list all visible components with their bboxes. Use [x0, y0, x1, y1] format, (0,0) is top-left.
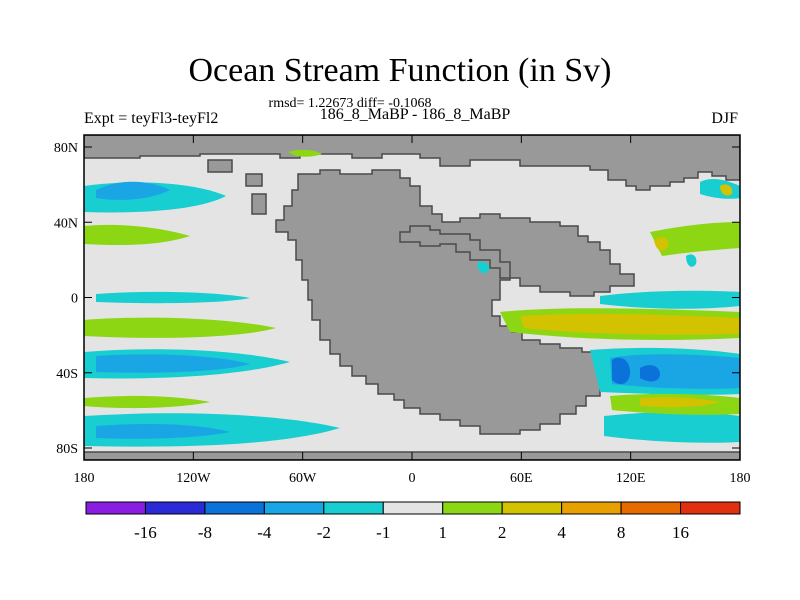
experiment-label: Expt = teyFl3-teyFl2 — [84, 110, 219, 127]
colorbar-swatch — [442, 501, 503, 515]
pangaea-land — [275, 169, 635, 435]
colorbar-swatch — [323, 501, 384, 515]
axis-labels: 180 120W 60W 0 60E 120E 180 80N 40N 0 40S 80S — [54, 141, 751, 486]
colorbar-swatch — [85, 501, 146, 515]
colorbar-label: -16 — [134, 523, 157, 542]
contour-negative — [96, 424, 230, 439]
island — [207, 159, 233, 173]
contour-negative — [612, 357, 630, 385]
x-tick-label: 120W — [176, 471, 211, 486]
island — [251, 193, 267, 215]
colorbar-swatch — [501, 501, 563, 515]
colorbar-label: 8 — [617, 523, 626, 542]
contour-positive — [720, 184, 733, 196]
contour-negative — [610, 354, 740, 389]
colorbar-swatch — [561, 501, 622, 515]
colorbar-swatch — [620, 501, 682, 515]
y-tick-label: 40S — [56, 367, 78, 382]
contour-negative — [604, 412, 740, 443]
stats-line: rmsd= 1.22673 diff= -0.1068 — [268, 96, 432, 111]
x-tick-label: 180 — [730, 471, 751, 486]
season-label: DJF — [711, 110, 738, 127]
colorbar-swatch — [263, 501, 325, 515]
contour-positive — [84, 395, 210, 409]
map-panel — [84, 135, 740, 460]
period-label: 186_8_MaBP - 186_8_MaBP — [319, 106, 511, 123]
contour-positive — [84, 224, 190, 246]
colorbar-label: -1 — [376, 523, 390, 542]
contour-positive — [84, 317, 276, 338]
colorbar-label: -4 — [257, 523, 272, 542]
island — [245, 173, 263, 187]
colorbar-label: 2 — [498, 523, 507, 542]
y-tick-label: 40N — [54, 216, 78, 231]
contour-positive — [650, 222, 740, 256]
contour-negative — [96, 354, 250, 373]
contour-positive — [288, 149, 322, 157]
contour-negative — [600, 290, 740, 309]
y-tick-label: 80N — [54, 141, 78, 156]
x-tick-label: 0 — [409, 471, 416, 486]
axis-ticks — [83, 135, 741, 460]
colorbar-label: 16 — [672, 523, 689, 542]
colorbar-label: 1 — [438, 523, 447, 542]
x-tick-label: 180 — [74, 471, 95, 486]
contour-negative — [686, 254, 697, 267]
arctic-land — [84, 135, 740, 191]
contour-positive — [520, 313, 740, 335]
colorbar-label: 4 — [557, 523, 566, 542]
x-tick-label: 60E — [510, 471, 533, 486]
colorbar-label: -8 — [198, 523, 212, 542]
contour-negative — [96, 291, 250, 304]
colorbar-swatch — [680, 501, 741, 515]
y-tick-label: 80S — [56, 442, 78, 457]
contour-negative — [477, 261, 490, 274]
contour-positive — [654, 237, 669, 251]
contour-negative — [96, 181, 170, 200]
contour-negative — [640, 365, 660, 382]
colorbar-swatch — [204, 501, 265, 515]
y-tick-label: 0 — [71, 292, 78, 307]
colorbar-label: -2 — [317, 523, 331, 542]
contour-positive — [640, 397, 720, 408]
colorbar: -16 -8 -4 -2 -1 1 2 4 8 16 — [85, 501, 741, 542]
x-tick-label: 120E — [616, 471, 646, 486]
map-title: Ocean Stream Function (in Sv) — [188, 52, 612, 89]
colorbar-swatch — [382, 501, 444, 515]
x-tick-label: 60W — [289, 471, 317, 486]
colorbar-swatch — [144, 501, 206, 515]
